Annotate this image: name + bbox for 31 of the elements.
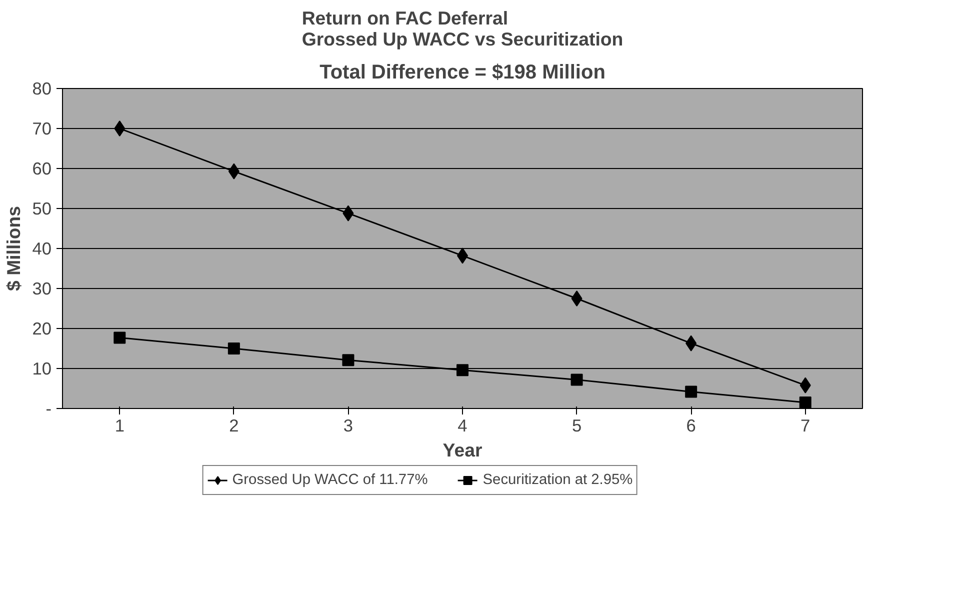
point xyxy=(228,342,240,354)
x-tick-label: 1 xyxy=(114,416,124,436)
point xyxy=(456,364,468,376)
point xyxy=(570,374,583,386)
x-tick-label: 3 xyxy=(343,416,354,436)
point xyxy=(571,290,582,306)
y-tick-label: - xyxy=(46,398,52,418)
chart-subtitle: Total Difference = $198 Million xyxy=(320,62,606,84)
y-tick-label: 10 xyxy=(32,358,52,378)
y-tick-label: 80 xyxy=(32,78,52,98)
legend-label: Securitization at 2.95% xyxy=(482,472,633,488)
x-tick-label: 4 xyxy=(458,416,468,436)
y-tick-label: 70 xyxy=(32,118,52,138)
point xyxy=(114,332,126,344)
x-tick-label: 5 xyxy=(572,416,582,436)
point xyxy=(685,386,698,398)
point xyxy=(342,354,354,366)
y-axis-title: $ Millions xyxy=(3,206,24,291)
y-tick-label: 20 xyxy=(32,318,52,338)
y-tick-label: 50 xyxy=(32,198,52,218)
y-tick-label: 30 xyxy=(32,278,52,298)
legend-label: Grossed Up WACC of 11.77% xyxy=(232,472,428,488)
chart-title: Return on FAC Deferral Grossed Up WACC vs Securitization xyxy=(302,8,624,50)
x-tick-label: 6 xyxy=(686,416,696,436)
point xyxy=(799,396,812,408)
y-tick-label: 40 xyxy=(32,238,52,258)
x-tick-label: 2 xyxy=(229,416,239,436)
x-axis-title: Year xyxy=(442,440,482,460)
y-tick-label: 60 xyxy=(32,158,52,178)
x-tick-label: 7 xyxy=(800,416,810,436)
point xyxy=(114,120,126,136)
